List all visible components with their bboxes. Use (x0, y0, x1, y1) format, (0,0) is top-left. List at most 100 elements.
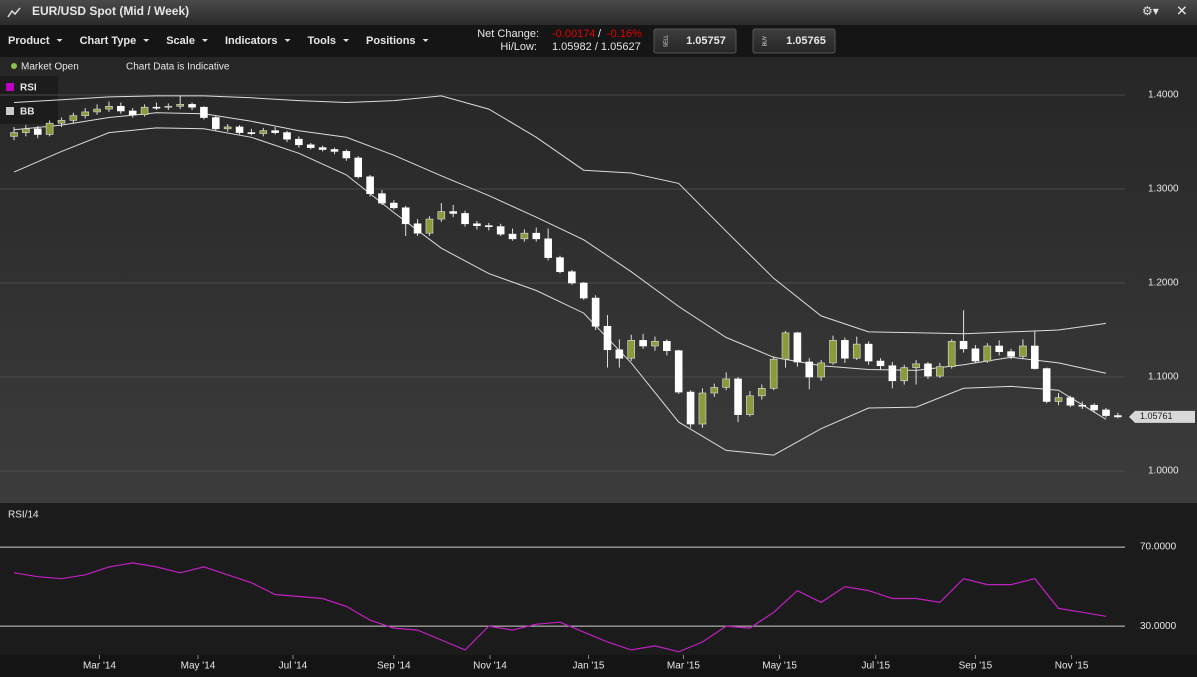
candle-body (306, 144, 315, 148)
menu-arrow (343, 39, 350, 42)
hilow-label: Hi/Low: (500, 41, 537, 53)
candle-body (1054, 397, 1063, 402)
candle-body (556, 257, 564, 273)
menu-item[interactable]: Indicators (225, 35, 278, 47)
candle-body (105, 105, 113, 110)
toolbar (0, 25, 1197, 57)
candle-body (81, 111, 90, 116)
close-icon[interactable]: ✕ (1176, 3, 1188, 19)
candle-body (1078, 404, 1087, 407)
rsi-tick-label: 70.0000 (1140, 542, 1177, 553)
candle-body (1019, 345, 1027, 357)
candle-body (33, 128, 42, 135)
candle-body (128, 110, 137, 116)
menu-arrow (201, 39, 208, 42)
candle-body (271, 130, 279, 133)
x-tick-label: Nov '15 (1055, 661, 1089, 672)
candle-body (947, 340, 956, 367)
candle-body (864, 343, 873, 362)
candle-body (579, 282, 588, 299)
candle-body (663, 340, 671, 351)
candle-body (1102, 409, 1110, 416)
band-lower (13, 127, 1107, 456)
buy-label: BUY (762, 35, 768, 46)
candle-body (318, 147, 327, 150)
market-status: Market Open (21, 62, 79, 73)
candle-body (1114, 415, 1122, 418)
candle-body (734, 378, 742, 415)
candle-body (330, 149, 339, 152)
menu-arrow (143, 39, 150, 42)
candle-body (698, 392, 707, 425)
candle-body (1030, 345, 1039, 369)
y-tick-label: 1.3000 (1148, 184, 1179, 195)
candle-body (841, 340, 849, 359)
chart-icon (7, 7, 21, 18)
candle-body (45, 122, 54, 135)
candle-body (437, 211, 446, 220)
x-tick-label: Sep '15 (959, 661, 993, 672)
candle-body (57, 120, 66, 124)
candle-body (674, 350, 683, 393)
rsi-title: RSI/14 (8, 510, 39, 521)
menu-item[interactable]: Chart Type (80, 35, 137, 47)
candle-body (508, 233, 517, 240)
candle-body (164, 105, 173, 108)
candle-body (425, 218, 434, 234)
candle-body (829, 340, 837, 364)
band-upper (13, 95, 1107, 335)
x-tick-label: May '15 (762, 661, 797, 672)
candle-body (651, 340, 659, 347)
menu-item[interactable]: Scale (166, 35, 195, 47)
legend-label[interactable]: BB (20, 107, 34, 118)
last-price-tag (1129, 410, 1195, 423)
candle-body (781, 332, 790, 360)
candle-body (152, 106, 161, 109)
candle-body (259, 130, 268, 134)
menu-item[interactable]: Positions (366, 35, 416, 47)
net-change-pct: -0.16% (607, 28, 642, 40)
candle-body (924, 363, 932, 377)
indicative-note: Chart Data is Indicative (126, 62, 230, 73)
title-bar (0, 0, 1197, 25)
menu-item[interactable]: Tools (308, 35, 337, 47)
menu-item[interactable]: Product (8, 35, 50, 47)
sell-button[interactable] (653, 28, 737, 54)
candle-body (769, 358, 778, 389)
buy-price: 1.05765 (786, 35, 826, 47)
candle-body (473, 223, 481, 226)
candle-body (140, 106, 149, 116)
x-tick-label: Sep '14 (377, 661, 411, 672)
candle-body (93, 108, 101, 113)
candle-body (568, 271, 576, 284)
last-price-label: 1.05761 (1140, 411, 1173, 421)
candle-body (484, 225, 493, 227)
candle-body (722, 378, 730, 388)
candle-body (283, 132, 291, 140)
window-title: EUR/USD Spot (Mid / Week) (32, 4, 189, 18)
candle-body (247, 132, 256, 134)
candle-body (223, 126, 232, 130)
candle-body (342, 151, 351, 159)
x-tick-label: Mar '14 (83, 661, 116, 672)
candle-body (686, 391, 695, 425)
buy-button[interactable] (752, 28, 836, 54)
candle-body (532, 232, 541, 240)
rsi-tick-label: 30.0000 (1140, 621, 1177, 632)
x-tick-label: Jan '15 (573, 661, 605, 672)
candle-body (520, 232, 529, 240)
candle-body (188, 104, 196, 108)
legend-label[interactable]: RSI (20, 83, 37, 94)
candle-body (603, 325, 612, 351)
candle-body (10, 132, 18, 137)
candle-body (627, 340, 636, 359)
legend-swatch (6, 107, 14, 115)
y-tick-label: 1.0000 (1148, 466, 1179, 477)
candle-body (746, 395, 754, 415)
candle-body (366, 176, 374, 194)
settings-icon[interactable]: ⚙▾ (1142, 4, 1159, 18)
candle-body (1042, 368, 1051, 402)
candle-body (200, 106, 208, 118)
candle-body (615, 349, 624, 359)
